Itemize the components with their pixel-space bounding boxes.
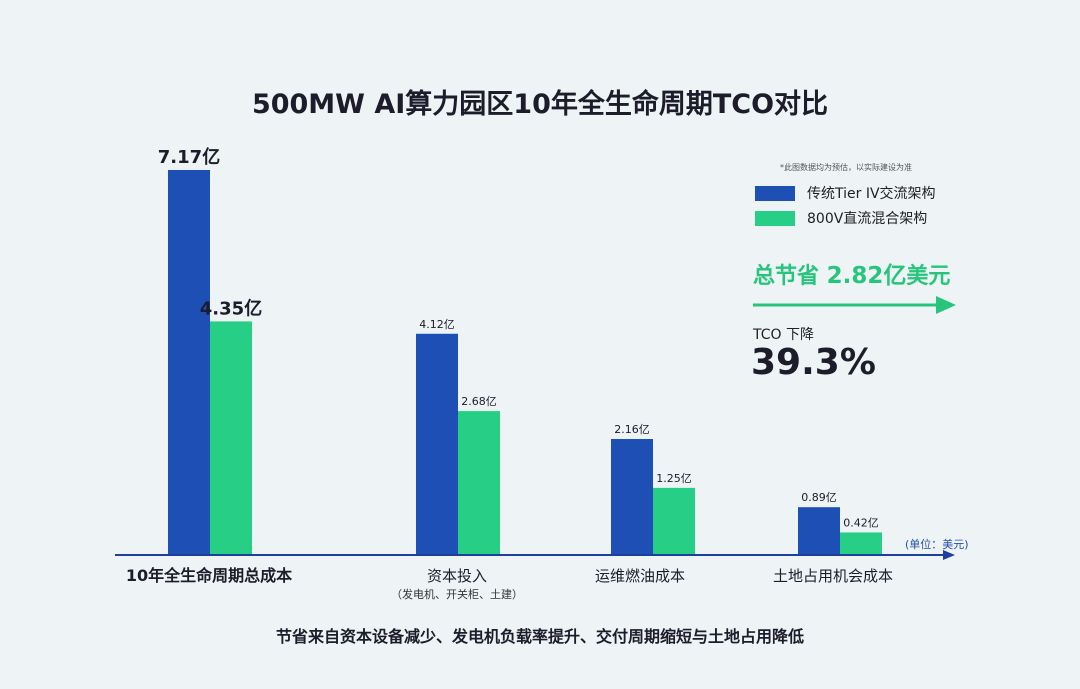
bar-1-3 bbox=[840, 532, 882, 555]
bar-value-label: 0.42亿 bbox=[843, 516, 879, 529]
savings-arrow-head bbox=[936, 296, 956, 314]
x-axis-arrow bbox=[943, 550, 955, 560]
bar-1-0 bbox=[210, 321, 252, 555]
bar-value-label: 4.35亿 bbox=[200, 297, 262, 319]
tco-label: TCO 下降 bbox=[753, 327, 814, 343]
savings-prefix: 总节省 bbox=[753, 264, 827, 289]
bar-value-label: 7.17亿 bbox=[158, 146, 220, 168]
category-label: 10年全生命周期总成本 bbox=[126, 566, 292, 585]
disclaimer-note: *此图数据均为预估，以实际建设为准 bbox=[780, 163, 912, 172]
savings-callout: 总节省 2.82亿美元 bbox=[753, 256, 950, 290]
bar-0-1 bbox=[416, 333, 458, 555]
legend-swatch-dc bbox=[755, 210, 795, 226]
savings-value: 2.82亿 bbox=[826, 263, 907, 289]
bar-value-label: 0.89亿 bbox=[801, 491, 837, 504]
savings-suffix: 美元 bbox=[906, 264, 951, 289]
tco-value: 39.3% bbox=[751, 342, 876, 383]
bar-1-1 bbox=[458, 411, 500, 555]
bar-0-2 bbox=[611, 439, 653, 555]
legend-swatch-ac bbox=[755, 185, 795, 201]
legend-label-ac: 传统Tier IV交流架构 bbox=[807, 186, 936, 202]
legend-item-ac: 传统Tier IV交流架构 bbox=[755, 183, 936, 203]
unit-label: (单位：美元) bbox=[905, 538, 969, 551]
bar-value-label: 2.68亿 bbox=[461, 395, 497, 408]
bar-1-2 bbox=[653, 487, 695, 555]
footer-caption: 节省来自资本设备减少、发电机负载率提升、交付周期缩短与土地占用降低 bbox=[275, 627, 804, 646]
category-label: 资本投入 bbox=[427, 567, 487, 585]
category-label: 土地占用机会成本 bbox=[773, 567, 893, 585]
category-label: 运维燃油成本 bbox=[595, 567, 685, 585]
chart-title: 500MW AI算力园区10年全生命周期TCO对比 bbox=[251, 89, 829, 120]
legend-item-dc: 800V直流混合架构 bbox=[755, 208, 927, 228]
category-sublabel: （发电机、开关柜、土建） bbox=[391, 587, 523, 601]
bar-0-3 bbox=[798, 507, 840, 555]
bar-value-label: 2.16亿 bbox=[614, 423, 650, 436]
legend-label-dc: 800V直流混合架构 bbox=[807, 211, 928, 227]
bar-0-0 bbox=[168, 170, 210, 555]
bar-value-label: 1.25亿 bbox=[656, 472, 692, 485]
bar-value-label: 4.12亿 bbox=[419, 318, 455, 331]
